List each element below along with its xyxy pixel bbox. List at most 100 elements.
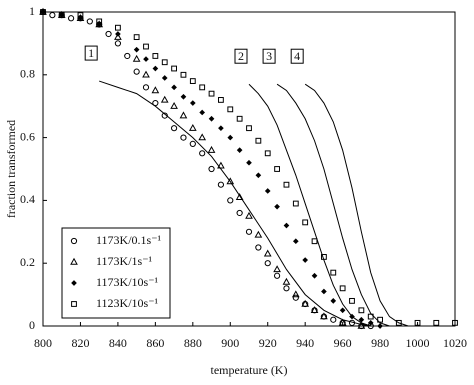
point bbox=[188, 123, 197, 131]
point bbox=[395, 319, 402, 326]
point bbox=[217, 161, 225, 169]
curve-label-text: 4 bbox=[294, 49, 300, 63]
point bbox=[133, 34, 140, 41]
point bbox=[377, 316, 383, 323]
x-tick-label: 900 bbox=[221, 336, 239, 350]
point bbox=[302, 257, 309, 263]
point bbox=[180, 71, 187, 78]
x-tick-label: 1000 bbox=[406, 336, 430, 350]
point bbox=[236, 147, 243, 153]
plot-frame bbox=[42, 11, 456, 327]
point bbox=[160, 95, 169, 103]
point bbox=[114, 32, 122, 40]
x-tick-label: 880 bbox=[184, 336, 202, 350]
point bbox=[339, 307, 346, 314]
point bbox=[273, 272, 281, 279]
x-tick-label: 960 bbox=[334, 336, 352, 350]
point bbox=[291, 290, 300, 298]
point bbox=[264, 188, 271, 194]
point bbox=[142, 70, 150, 78]
point bbox=[274, 203, 280, 210]
curve-label-box bbox=[84, 45, 98, 61]
point bbox=[282, 277, 291, 285]
point bbox=[339, 285, 346, 292]
point bbox=[199, 84, 206, 91]
curve-label-text: 1 bbox=[88, 46, 94, 60]
point bbox=[96, 18, 103, 25]
curve bbox=[99, 80, 371, 327]
point bbox=[49, 12, 56, 19]
point bbox=[152, 53, 159, 59]
point bbox=[132, 54, 141, 62]
point bbox=[274, 166, 280, 172]
point bbox=[338, 318, 347, 326]
curve-label-box bbox=[234, 48, 248, 64]
curve-label-text: 3 bbox=[266, 49, 272, 63]
point bbox=[330, 298, 337, 304]
point bbox=[227, 106, 234, 113]
point bbox=[227, 134, 234, 141]
point bbox=[124, 52, 131, 60]
point bbox=[264, 150, 271, 157]
point bbox=[433, 319, 440, 326]
x-tick-label: 1020 bbox=[443, 336, 467, 350]
curve-label: 3 bbox=[262, 48, 276, 64]
point bbox=[114, 40, 122, 47]
x-axis-label: temperature (K) bbox=[211, 363, 288, 377]
x-tick-label: 840 bbox=[109, 336, 127, 350]
point bbox=[321, 288, 327, 295]
point bbox=[283, 222, 290, 229]
y-tick-label: 0.4 bbox=[20, 192, 35, 206]
point bbox=[330, 316, 337, 323]
point bbox=[246, 125, 252, 132]
point bbox=[199, 109, 206, 116]
point bbox=[302, 219, 309, 226]
point bbox=[227, 197, 234, 204]
legend: 1173K/0.1s⁻¹ 1173K/1s⁻¹ 1173K/10s⁻¹ 1123K/1… bbox=[61, 227, 171, 319]
point bbox=[330, 269, 337, 276]
point bbox=[143, 43, 149, 50]
point bbox=[180, 93, 187, 100]
y-tick-label: 1 bbox=[29, 4, 35, 18]
point bbox=[208, 90, 215, 97]
point bbox=[245, 211, 253, 219]
y-tick-label: 0.6 bbox=[20, 129, 35, 143]
point bbox=[310, 306, 319, 313]
point bbox=[77, 12, 84, 19]
x-tick-label: 800 bbox=[34, 336, 52, 350]
point bbox=[301, 299, 310, 307]
curve-label: 4 bbox=[290, 48, 304, 64]
point bbox=[254, 230, 263, 238]
point bbox=[236, 209, 243, 217]
curve-label: 1 bbox=[84, 45, 98, 61]
point bbox=[283, 181, 290, 188]
point bbox=[67, 15, 75, 22]
point bbox=[207, 145, 216, 153]
point bbox=[171, 65, 177, 72]
curve-label-text: 2 bbox=[238, 49, 244, 63]
point bbox=[367, 320, 374, 326]
point bbox=[189, 100, 196, 106]
legend-marker bbox=[70, 237, 78, 245]
point bbox=[133, 68, 140, 75]
curve bbox=[304, 83, 409, 327]
curve bbox=[276, 83, 390, 327]
point bbox=[171, 84, 177, 91]
point bbox=[255, 172, 262, 179]
point bbox=[180, 134, 187, 141]
point bbox=[358, 316, 365, 323]
legend-label: 1123K/10s⁻¹ bbox=[96, 296, 159, 310]
point bbox=[292, 238, 299, 245]
point bbox=[264, 260, 271, 267]
y-tick-label: 0 bbox=[29, 318, 35, 332]
point bbox=[292, 294, 299, 301]
point bbox=[377, 323, 383, 329]
point bbox=[170, 101, 178, 109]
x-tick-label: 860 bbox=[146, 336, 164, 350]
y-axis-label: fraction transformed bbox=[4, 120, 18, 218]
point bbox=[283, 285, 290, 292]
point bbox=[218, 125, 224, 132]
point bbox=[357, 321, 366, 329]
point bbox=[170, 125, 178, 132]
